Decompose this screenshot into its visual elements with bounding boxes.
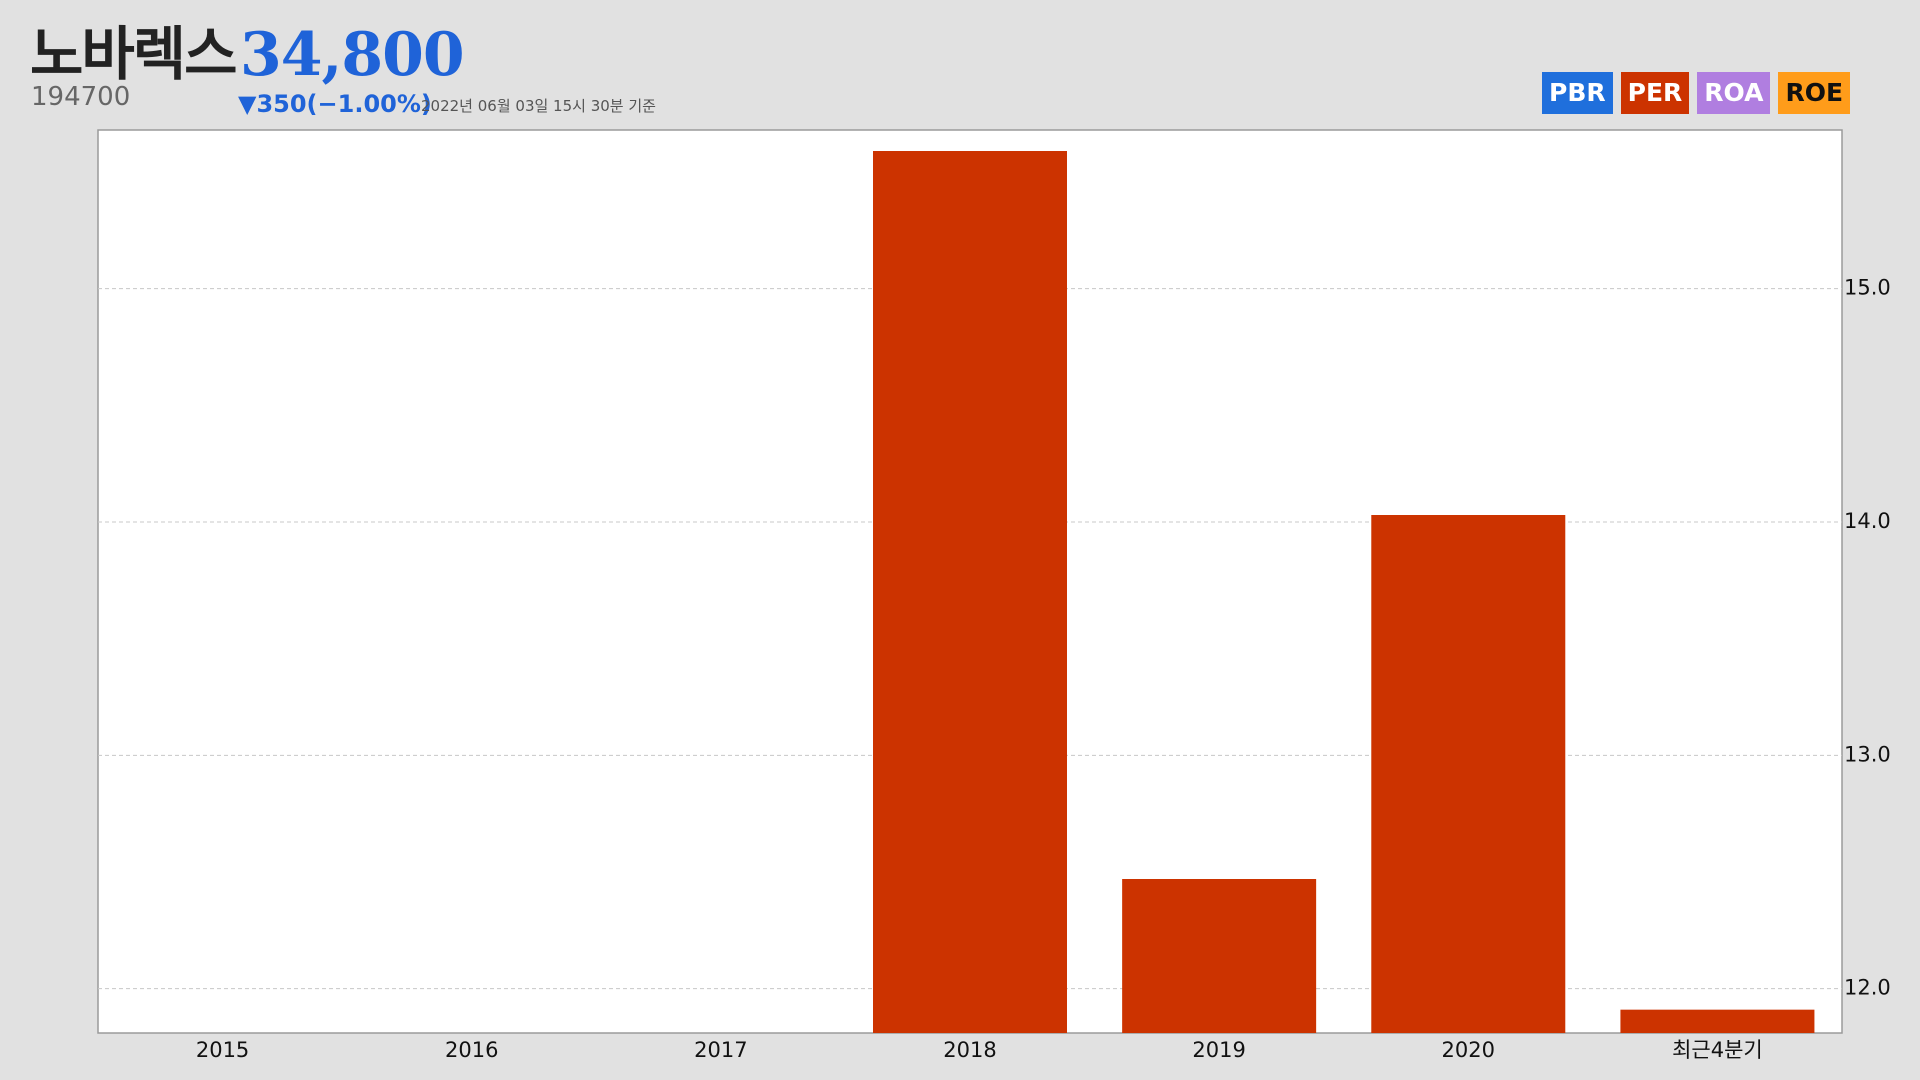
x-axis-ticks: 2015 2016 2017 2018 2019 2020 최근4분기 (196, 1038, 1763, 1062)
y-tick-label: 15.0 (1844, 276, 1891, 300)
x-tick-label: 2019 (1192, 1038, 1245, 1062)
bar-4[interactable] (1122, 879, 1316, 1033)
x-tick-label: 2018 (943, 1038, 996, 1062)
x-tick-label: 2020 (1442, 1038, 1495, 1062)
bar-6[interactable] (1620, 1010, 1814, 1033)
y-tick-label: 14.0 (1844, 509, 1891, 533)
y-tick-label: 12.0 (1844, 976, 1891, 1000)
x-tick-label: 최근4분기 (1672, 1038, 1763, 1062)
bar-3[interactable] (873, 151, 1067, 1033)
y-axis-ticks: 12.0 13.0 14.0 15.0 (1844, 276, 1891, 1000)
x-tick-label: 2015 (196, 1038, 249, 1062)
x-tick-label: 2017 (694, 1038, 747, 1062)
x-tick-label: 2016 (445, 1038, 498, 1062)
y-tick-label: 13.0 (1844, 742, 1891, 766)
bar-5[interactable] (1371, 515, 1565, 1033)
